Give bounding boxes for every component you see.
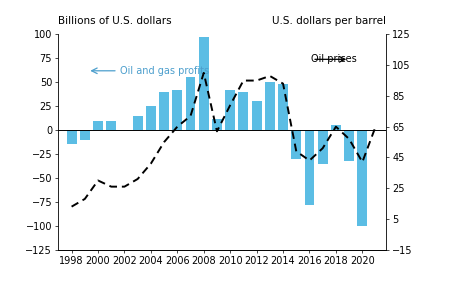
Text: U.S. dollars per barrel: U.S. dollars per barrel [272,16,386,26]
Bar [278,84,288,130]
Bar [66,130,76,144]
Bar [185,77,195,130]
Bar [146,106,156,130]
Bar [133,116,143,130]
Bar [93,121,103,130]
Bar [172,90,182,130]
Bar [291,130,301,159]
Text: Oil and gas profits: Oil and gas profits [120,66,209,76]
Bar [344,130,354,161]
Text: Oil prices: Oil prices [311,54,357,64]
Bar [251,101,262,130]
Bar [159,92,169,130]
Bar [225,90,235,130]
Bar [106,121,116,130]
Bar [318,130,328,164]
Bar [304,130,314,205]
Bar [80,130,90,140]
Bar [357,130,367,226]
Bar [199,37,209,130]
Bar [238,92,248,130]
Bar [265,82,275,130]
Text: Billions of U.S. dollars: Billions of U.S. dollars [58,16,172,26]
Bar [331,125,341,130]
Bar [212,119,222,130]
